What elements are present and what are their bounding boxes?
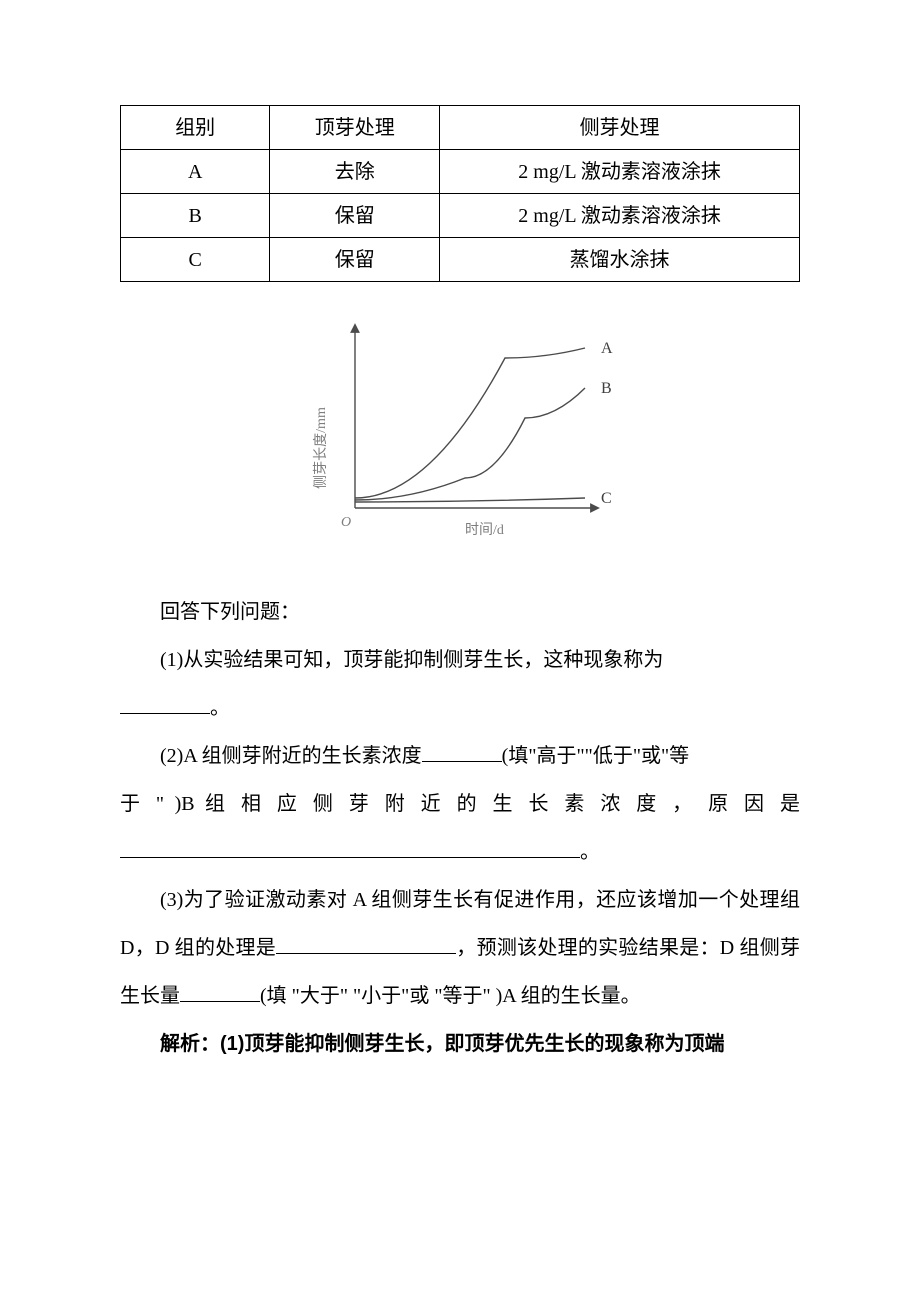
q2-text-a: (2)A 组侧芽附近的生长素浓度 — [160, 745, 422, 767]
cell-top: 保留 — [270, 194, 440, 238]
svg-text:B: B — [601, 380, 612, 397]
col-header-group: 组别 — [121, 106, 270, 150]
question-2-line3: 。 — [120, 828, 800, 876]
cell-side: 2 mg/L 激动素溶液涂抹 — [440, 150, 800, 194]
q3-text-c: (填 "大于" "小于"或 "等于" )A 组的生长量。 — [260, 985, 641, 1007]
question-2-line2: 于 " )B 组 相 应 侧 芽 附 近 的 生 长 素 浓 度 ， 原 因 是 — [120, 780, 800, 828]
cell-top: 保留 — [270, 238, 440, 282]
table-row: C 保留 蒸馏水涂抹 — [121, 238, 800, 282]
question-3: (3)为了验证激动素对 A 组侧芽生长有促进作用，还应该增加一个处理组 D，D … — [120, 876, 800, 1020]
svg-text:A: A — [601, 340, 613, 357]
analysis-text: 解析：(1)顶芽能抑制侧芽生长，即顶芽优先生长的现象称为顶端 — [120, 1020, 800, 1068]
blank-fill — [422, 742, 502, 762]
q1-text-a: (1)从实验结果可知，顶芽能抑制侧芽生长，这种现象称为 — [160, 649, 663, 671]
q1-text-b: 。 — [210, 697, 230, 719]
question-1-line2: 。 — [120, 684, 800, 732]
svg-text:O: O — [341, 515, 351, 530]
cell-side: 2 mg/L 激动素溶液涂抹 — [440, 194, 800, 238]
cell-side: 蒸馏水涂抹 — [440, 238, 800, 282]
col-header-side: 侧芽处理 — [440, 106, 800, 150]
blank-fill — [276, 934, 456, 954]
blank-fill — [180, 982, 260, 1002]
treatment-table: 组别 顶芽处理 侧芽处理 A 去除 2 mg/L 激动素溶液涂抹 B 保留 2 … — [120, 105, 800, 282]
cell-top: 去除 — [270, 150, 440, 194]
table-row: B 保留 2 mg/L 激动素溶液涂抹 — [121, 194, 800, 238]
cell-group: A — [121, 150, 270, 194]
q2-text-b: (填"高于""低于"或"等 — [502, 745, 689, 767]
cell-group: C — [121, 238, 270, 282]
question-1: (1)从实验结果可知，顶芽能抑制侧芽生长，这种现象称为 — [120, 636, 800, 684]
line-chart: O 时间/d 侧芽长度/mm A B C — [295, 308, 625, 558]
chart-container: O 时间/d 侧芽长度/mm A B C — [120, 308, 800, 558]
svg-text:时间/d: 时间/d — [465, 522, 504, 538]
table-row: A 去除 2 mg/L 激动素溶液涂抹 — [121, 150, 800, 194]
cell-group: B — [121, 194, 270, 238]
analysis-label: 解析：(1)顶芽能抑制侧芽生长，即顶芽优先生长的现象称为顶端 — [160, 1033, 724, 1055]
table-header-row: 组别 顶芽处理 侧芽处理 — [121, 106, 800, 150]
q2-text-d: 。 — [580, 841, 600, 863]
blank-fill — [120, 838, 580, 858]
svg-text:C: C — [601, 490, 612, 507]
question-2-line1: (2)A 组侧芽附近的生长素浓度 (填"高于""低于"或"等 — [120, 732, 800, 780]
col-header-top: 顶芽处理 — [270, 106, 440, 150]
svg-text:侧芽长度/mm: 侧芽长度/mm — [313, 407, 329, 489]
q2-text-c: 于 " )B 组 相 应 侧 芽 附 近 的 生 长 素 浓 度 ， 原 因 是 — [120, 793, 800, 815]
blank-fill — [120, 694, 210, 714]
lead-text: 回答下列问题： — [120, 588, 800, 636]
